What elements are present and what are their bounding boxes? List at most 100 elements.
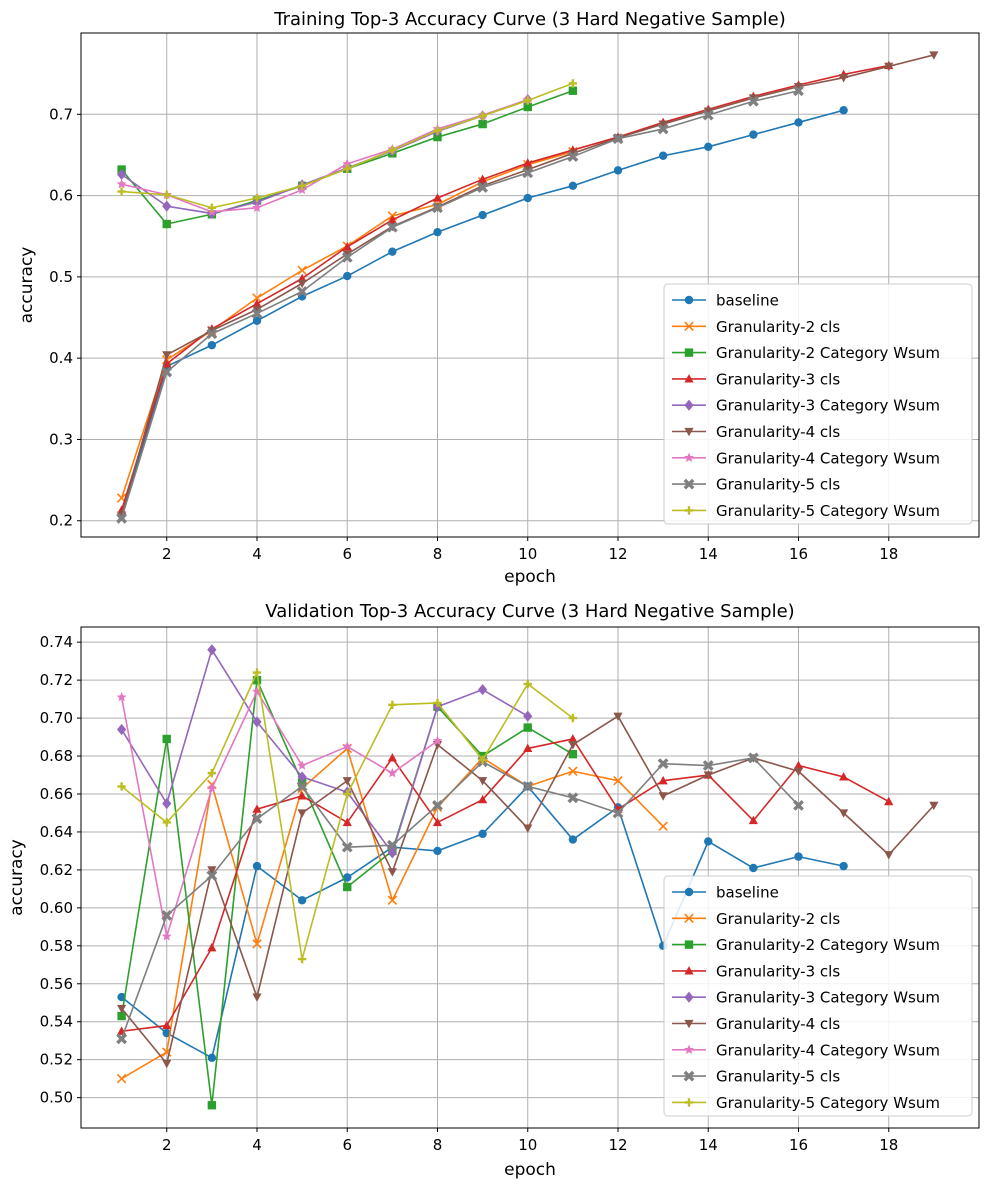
series-granularity-4-category-wsum <box>116 686 443 941</box>
data-point <box>523 723 532 732</box>
data-point <box>252 993 262 1002</box>
data-point <box>117 723 127 736</box>
legend-box <box>663 283 973 525</box>
y-tick-label: 0.72 <box>40 671 73 689</box>
data-point <box>342 241 352 251</box>
data-point <box>296 781 308 792</box>
data-point <box>117 1004 127 1014</box>
legend-item: Granularity-3 cls <box>672 962 840 980</box>
data-point <box>432 817 443 827</box>
data-point <box>388 247 397 256</box>
data-point <box>839 861 848 871</box>
data-point <box>523 102 532 112</box>
data-point <box>162 219 171 229</box>
data-point <box>297 896 307 905</box>
data-point <box>251 308 263 319</box>
data-point <box>839 74 849 83</box>
data-point <box>568 749 578 759</box>
legend-label: Granularity-2 Category Wsum <box>716 344 940 362</box>
x-tick-label: 18 <box>879 1136 898 1154</box>
y-tick-label: 0.64 <box>40 823 73 841</box>
data-point <box>297 279 307 289</box>
data-point <box>794 118 803 127</box>
legend-marker <box>684 940 694 949</box>
plot-area <box>116 644 939 1110</box>
data-point <box>478 210 487 220</box>
legend-label: Granularity-5 Category Wsum <box>716 502 940 520</box>
legend-label: Granularity-5 Category Wsum <box>716 1094 940 1112</box>
data-point <box>793 767 804 777</box>
data-point <box>568 766 578 776</box>
data-point <box>523 743 533 753</box>
data-point <box>206 870 218 882</box>
data-point <box>522 167 534 179</box>
legend-label: Granularity-2 Category Wsum <box>716 936 940 954</box>
data-point <box>613 712 623 721</box>
data-point <box>523 710 533 722</box>
data-point <box>251 813 263 825</box>
data-point <box>386 221 398 233</box>
legend-label: Granularity-2 cls <box>716 318 840 336</box>
legend-marker <box>683 1070 695 1082</box>
legend-marker <box>684 1098 694 1107</box>
data-point <box>387 847 397 859</box>
data-point <box>839 772 849 781</box>
data-point <box>207 942 217 952</box>
data-point <box>207 1053 217 1062</box>
series-line <box>120 89 799 519</box>
y-axis-label: accuracy <box>7 839 27 916</box>
data-point <box>657 123 669 135</box>
y-tick-label: 0.74 <box>40 633 73 651</box>
data-point <box>478 829 487 839</box>
y-tick-label: 0.6 <box>49 187 73 205</box>
data-point <box>523 193 532 203</box>
data-point <box>252 293 262 303</box>
data-point <box>478 755 487 765</box>
y-tick-label: 0.68 <box>40 747 73 765</box>
data-point <box>702 109 714 121</box>
legend-item: baseline <box>672 884 779 902</box>
data-point <box>523 158 533 167</box>
data-point <box>839 809 849 818</box>
data-point <box>342 777 352 786</box>
legend-label: Granularity-4 Category Wsum <box>716 1041 940 1059</box>
data-point <box>929 51 939 60</box>
data-point <box>388 145 397 155</box>
data-point <box>207 866 217 875</box>
legend-item: Granularity-2 Category Wsum <box>672 344 940 362</box>
data-point <box>207 1101 217 1110</box>
y-tick-label: 0.70 <box>40 709 73 727</box>
legend-marker <box>684 321 694 332</box>
data-point <box>117 1011 126 1021</box>
legend-item: Granularity-2 Category Wsum <box>672 936 940 954</box>
data-point <box>658 151 668 160</box>
data-point <box>206 328 218 340</box>
data-point <box>568 734 578 743</box>
data-point <box>342 158 353 169</box>
legend-label: baseline <box>716 884 779 902</box>
y-tick-label: 0.7 <box>49 105 73 123</box>
data-point <box>478 174 488 183</box>
legend-label: Granularity-3 cls <box>716 370 840 388</box>
y-tick-label: 0.62 <box>40 861 73 879</box>
legend-item: Granularity-5 cls <box>672 1068 840 1086</box>
data-point <box>658 821 668 832</box>
plot-area <box>116 51 939 524</box>
legend-marker <box>684 1044 694 1055</box>
data-point <box>749 863 758 873</box>
data-point <box>432 202 443 214</box>
data-point <box>568 181 578 191</box>
data-point <box>297 778 307 787</box>
data-point <box>162 200 172 212</box>
data-point <box>162 351 172 360</box>
data-point <box>703 771 713 780</box>
series-line <box>121 98 529 215</box>
chart-title: Validation Top-3 Accuracy Curve (3 Hard … <box>265 601 794 622</box>
legend-item: Granularity-5 Category Wsum <box>672 502 940 520</box>
y-tick-label: 0.56 <box>40 975 73 993</box>
data-point <box>568 835 578 844</box>
data-point <box>748 94 758 103</box>
data-point <box>162 190 171 199</box>
data-point <box>523 96 532 105</box>
data-point <box>252 675 262 685</box>
